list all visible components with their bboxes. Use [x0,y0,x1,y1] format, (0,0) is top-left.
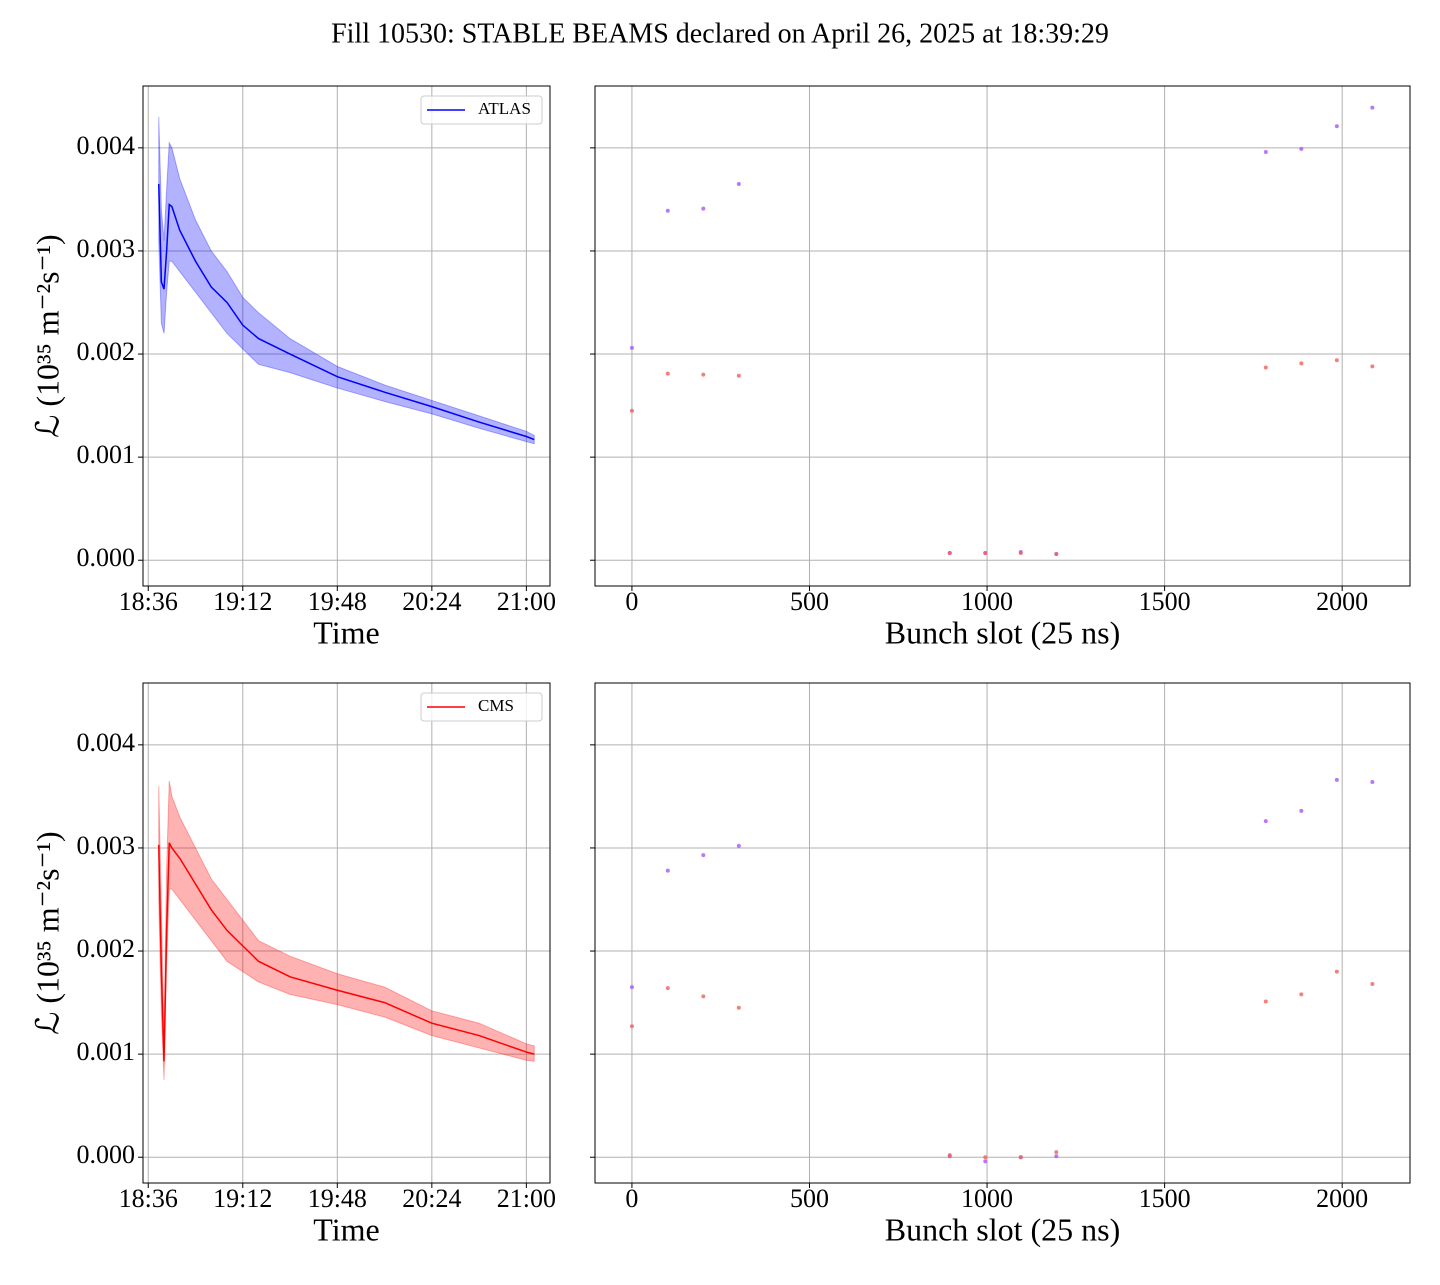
y-tick-label: 0.001 [77,1037,136,1066]
x-tick-label: 20:24 [402,1184,461,1213]
point [1334,969,1339,974]
x-tick-label: 1500 [1139,587,1191,616]
y-axis-label: ℒ (10³⁵ m⁻²s⁻¹) [29,234,65,437]
y-axis-label: ℒ (10³⁵ m⁻²s⁻¹) [29,831,65,1034]
point [1054,1154,1059,1159]
point [1018,1155,1023,1160]
x-tick-label: 19:12 [213,587,272,616]
y-tick-label: 0.003 [77,831,136,860]
point [665,986,670,991]
point [701,206,706,211]
y-tick-label: 0.000 [77,543,136,572]
x-tick-label: 18:36 [119,587,178,616]
legend-label: CMS [478,696,514,715]
point [1334,124,1339,129]
y-tick-label: 0.000 [77,1140,136,1169]
axes-frame [594,85,1411,587]
point [1299,361,1304,366]
x-tick-label: 500 [790,587,829,616]
x-axis-label: Time [313,614,379,650]
point [947,1153,952,1158]
point [629,985,634,990]
x-tick-label: 500 [790,1184,829,1213]
point [629,345,634,350]
line [158,842,535,1062]
point [947,551,952,556]
plot-area [158,116,535,445]
point [629,1024,634,1029]
x-tick-label: 19:12 [213,1184,272,1213]
x-tick-label: 19:48 [308,1184,367,1213]
point [701,994,706,999]
x-tick-label: 2000 [1316,1184,1368,1213]
point [1054,552,1059,557]
point [1018,551,1023,556]
point [736,373,741,378]
point [1370,779,1375,784]
y-tick-label: 0.002 [77,337,136,366]
point [1370,982,1375,987]
x-tick-label: 21:00 [497,587,556,616]
y-tick-label: 0.002 [77,934,136,963]
x-tick-label: 1500 [1139,1184,1191,1213]
point [736,843,741,848]
point [1263,999,1268,1004]
point [701,853,706,858]
legend-label: ATLAS [478,99,531,118]
point [629,408,634,413]
x-tick-label: 18:36 [119,1184,178,1213]
point [1263,819,1268,824]
x-tick-label: 1000 [961,1184,1013,1213]
legend-box [420,692,543,722]
x-tick-label: 0 [625,1184,638,1213]
point [983,551,988,556]
y-tick-label: 0.004 [77,728,136,757]
point [1370,105,1375,110]
x-tick-label: 20:24 [402,587,461,616]
point [1299,146,1304,151]
plot-area [158,780,535,1080]
point [1334,777,1339,782]
point [665,371,670,376]
axes-frame [142,85,551,587]
x-tick-label: 1000 [961,587,1013,616]
plot-area [629,777,1375,1164]
point [701,372,706,377]
figure-title: Fill 10530: STABLE BEAMS declared on Apr… [331,18,1109,49]
point [736,181,741,186]
point [1370,364,1375,369]
y-tick-label: 0.001 [77,440,136,469]
point [736,1005,741,1010]
point [1334,358,1339,363]
y-tick-label: 0.004 [77,131,136,160]
point [1263,365,1268,370]
point [1299,808,1304,813]
x-tick-label: 19:48 [308,587,367,616]
point [1299,992,1304,997]
axes-frame [142,682,551,1184]
point [1263,149,1268,154]
x-axis-label: Bunch slot (25 ns) [885,1211,1121,1247]
plot-area [629,105,1375,557]
line [158,183,535,441]
band [158,780,535,1080]
x-tick-label: 2000 [1316,587,1368,616]
x-axis-label: Bunch slot (25 ns) [885,614,1121,650]
x-axis-label: Time [313,1211,379,1247]
point [665,208,670,213]
x-tick-label: 21:00 [497,1184,556,1213]
x-tick-label: 0 [625,587,638,616]
y-tick-label: 0.003 [77,234,136,263]
point [983,1159,988,1164]
point [983,1155,988,1160]
band [158,116,535,445]
point [665,868,670,873]
legend-box [420,95,543,125]
point [1054,1150,1059,1155]
axes-frame [594,682,1411,1184]
